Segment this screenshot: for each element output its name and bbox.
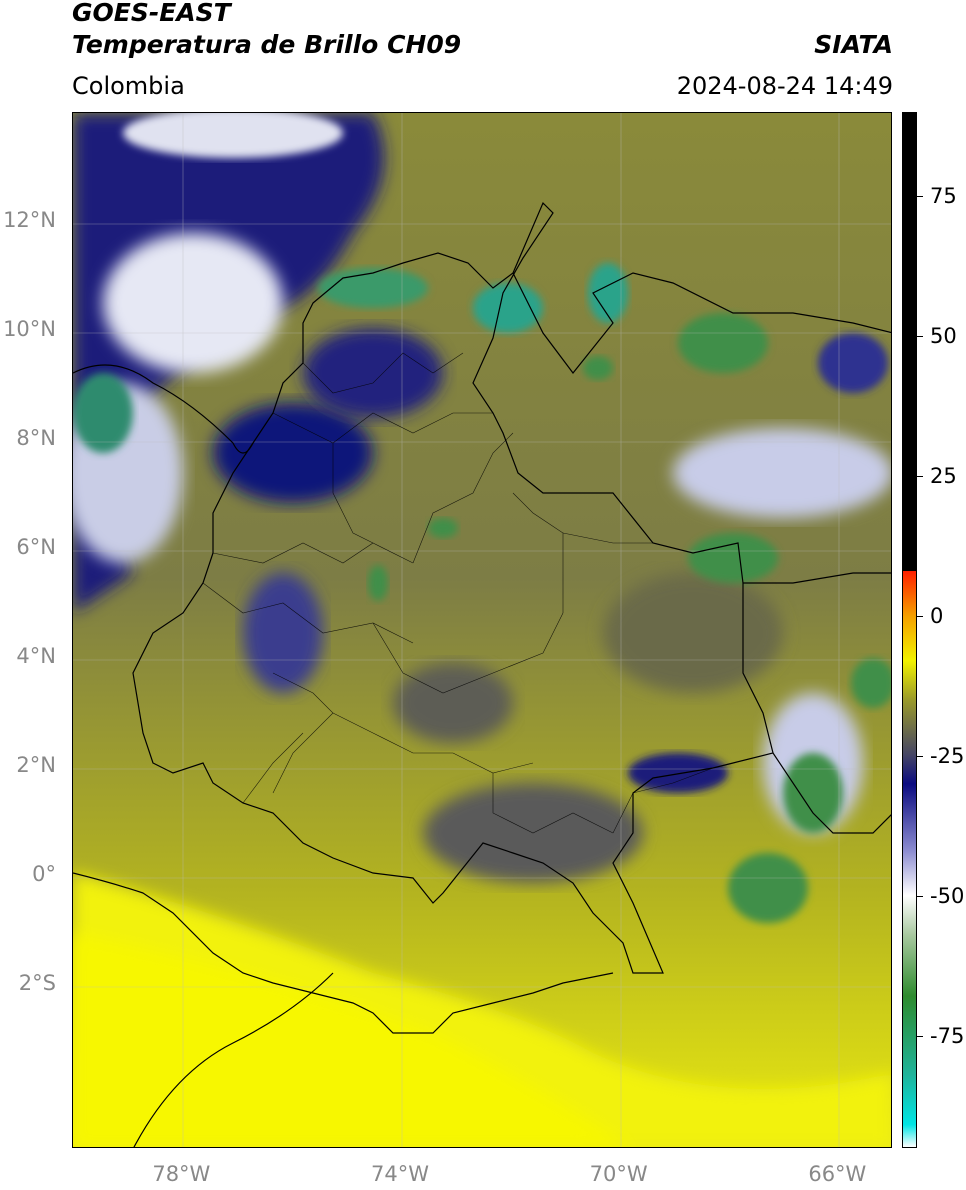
brazil-venezuela-border [772, 752, 891, 834]
venezuela-brazil-border [743, 572, 891, 584]
latitude-tick-label: 2°N [16, 753, 56, 778]
convective-cell-small-3 [583, 356, 613, 380]
convective-cell-coast-3 [588, 263, 628, 323]
product-title: Temperatura de Brillo CH09 [72, 30, 462, 59]
cold-cloud-top-n [123, 113, 343, 158]
colorbar-tick-label: -25 [930, 744, 965, 768]
department-borders [202, 352, 714, 834]
map-canvas [73, 113, 891, 1147]
latitude-tick-label: 2°S [18, 971, 56, 996]
timestamp-label: 2024-08-24 14:49 [676, 72, 893, 100]
longitude-tick-label: 70°W [589, 1162, 648, 1186]
colorbar-tick [917, 896, 923, 897]
latitude-tick-label: 12°N [3, 208, 56, 233]
convective-cell-coast-1 [318, 268, 428, 308]
panama-outline [73, 364, 254, 454]
storm-core-north [303, 328, 443, 418]
storm-system-northwest [73, 113, 385, 613]
colorbar-tick-label: -75 [930, 1024, 965, 1048]
cold-cloud-top-ne [673, 428, 891, 518]
colorbar-tick-label: -50 [930, 884, 965, 908]
colorbar-tick-label: 0 [930, 604, 944, 628]
longitude-tick-label: 74°W [371, 1162, 429, 1186]
satellite-title: GOES-EAST [72, 0, 231, 27]
venezuela-coast [512, 272, 891, 374]
latitude-tick-label: 0° [32, 862, 56, 887]
storm-core-andes [243, 573, 323, 693]
convective-cell-small-2 [428, 518, 458, 538]
peru-coast [133, 972, 334, 1147]
region-label: Colombia [72, 72, 185, 100]
colorbar [902, 112, 917, 1148]
colorbar-tick-label: 50 [930, 324, 957, 348]
latitude-tick-label: 8°N [16, 426, 56, 451]
convective-cell-small-1 [368, 565, 388, 601]
convective-cell-ne-3 [818, 333, 888, 393]
country-borders [73, 201, 891, 1147]
ecuador-peru-border [73, 872, 614, 1034]
cloud-mass-central [393, 663, 513, 743]
colorbar-tick [917, 616, 923, 617]
colombia-outline [132, 201, 774, 974]
latitude-tick-label: 4°N [16, 644, 56, 669]
colorbar-tick [917, 1036, 923, 1037]
colorbar-tick-label: 25 [930, 464, 957, 488]
latitude-tick-label: 6°N [16, 535, 56, 560]
convective-cell-se-3 [851, 658, 891, 708]
longitude-tick-label: 78°W [152, 1162, 211, 1186]
longitude-tick-label: 66°W [808, 1162, 867, 1186]
graticule [73, 113, 891, 1147]
storm-core-nw [213, 403, 373, 503]
satellite-map [72, 112, 892, 1148]
cold-cloud-top-nw [103, 233, 283, 373]
colorbar-tick [917, 196, 923, 197]
convective-cell-se-1 [783, 753, 843, 833]
convective-cell-se-2 [728, 853, 808, 923]
colorbar-tick [917, 476, 923, 477]
overshooting-top-w [73, 373, 133, 453]
storm-band-se [628, 753, 728, 793]
warm-region-southwest [73, 933, 631, 1147]
colorbar-tick [917, 756, 923, 757]
latitude-tick-label: 10°N [3, 317, 56, 342]
colorbar-tick-label: 75 [930, 184, 957, 208]
cloud-mass-east [603, 573, 783, 693]
organization-label: SIATA [814, 30, 893, 59]
convective-cell-ne-1 [678, 313, 768, 373]
colorbar-tick [917, 336, 923, 337]
convective-cell-coast-2 [473, 283, 543, 333]
convective-cell-ne-2 [688, 533, 778, 583]
